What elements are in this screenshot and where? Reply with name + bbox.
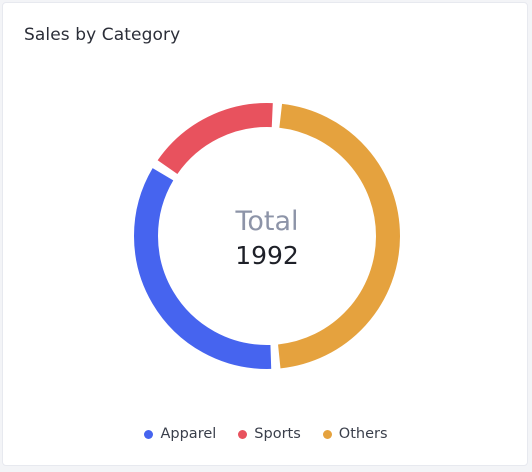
donut-slice-others[interactable] xyxy=(277,103,400,369)
legend-item-apparel[interactable]: Apparel xyxy=(144,426,216,442)
center-value: 1992 xyxy=(235,241,299,270)
chart-legend: Apparel Sports Others xyxy=(3,426,529,442)
donut-slice-apparel[interactable] xyxy=(134,168,272,369)
legend-marker xyxy=(238,429,248,439)
legend-item-sports[interactable]: Sports xyxy=(238,426,301,442)
legend-marker xyxy=(322,429,332,439)
legend-label: Others xyxy=(338,426,388,442)
legend-label: Apparel xyxy=(160,426,217,442)
card-title: Sales by Category xyxy=(24,25,181,45)
legend-label: Sports xyxy=(254,426,301,442)
donut-chart: Total 1992 xyxy=(134,103,400,369)
donut-slice-sports[interactable] xyxy=(157,103,273,175)
center-label: Total xyxy=(234,206,298,237)
legend-marker xyxy=(144,429,154,439)
sales-by-category-card: Sales by Category Total 1992 Apparel Spor… xyxy=(2,2,528,466)
legend-item-others[interactable]: Others xyxy=(322,426,388,442)
